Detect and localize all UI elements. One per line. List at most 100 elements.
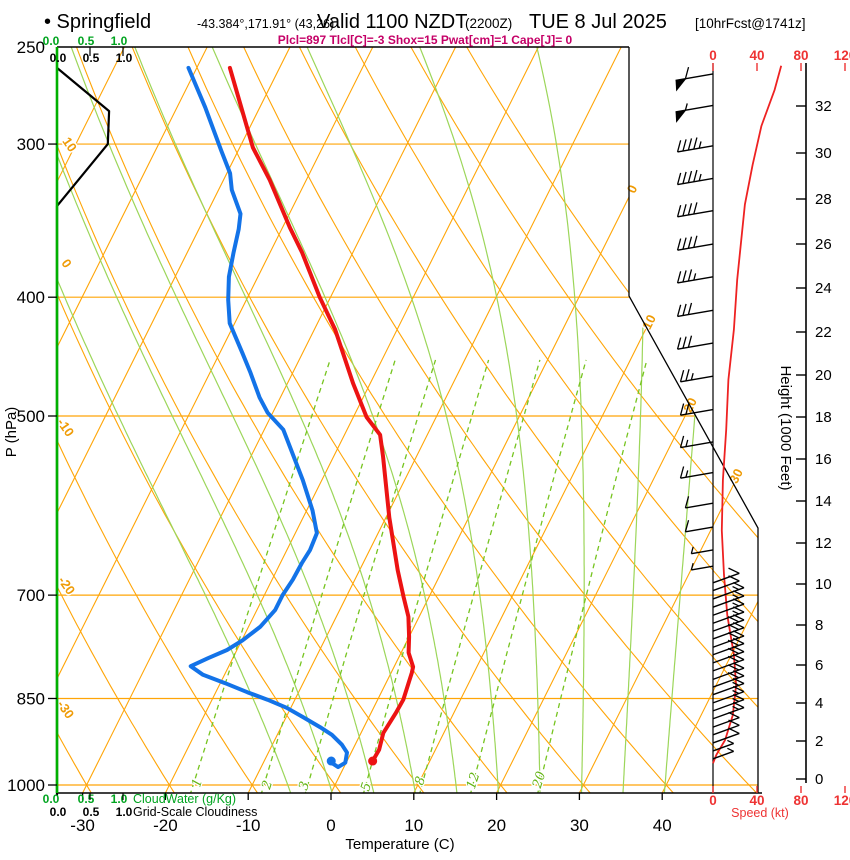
svg-text:40: 40 xyxy=(749,48,764,63)
wind-barb xyxy=(712,739,734,752)
svg-text:0.5: 0.5 xyxy=(83,51,100,65)
svg-text:20: 20 xyxy=(530,770,550,791)
cloud-scales: 0.00.00.50.51.01.00.00.00.50.51.01.0Clou… xyxy=(43,34,258,819)
svg-text:400: 400 xyxy=(17,288,45,307)
wind-barb xyxy=(679,402,714,416)
wind-barb xyxy=(712,677,745,696)
svg-text:6: 6 xyxy=(815,657,823,674)
wind-barb xyxy=(712,598,745,616)
surface-dewpoint-dot xyxy=(326,756,336,766)
svg-text:28: 28 xyxy=(815,191,832,208)
svg-text:26: 26 xyxy=(815,236,832,253)
svg-text:12: 12 xyxy=(464,771,483,791)
svg-text:1.0: 1.0 xyxy=(116,805,133,819)
wind-barb xyxy=(684,496,714,509)
svg-text:0: 0 xyxy=(326,816,335,835)
svg-text:-30: -30 xyxy=(70,816,95,835)
svg-text:0.0: 0.0 xyxy=(50,51,67,65)
svg-text:10: 10 xyxy=(639,312,659,332)
svg-text:2: 2 xyxy=(259,779,276,792)
moist-adiabat-lines xyxy=(57,47,721,793)
svg-text:-10: -10 xyxy=(236,816,261,835)
wind-barb xyxy=(676,169,714,186)
wind-barb xyxy=(712,747,734,760)
svg-text:10: 10 xyxy=(404,816,423,835)
wind-barb xyxy=(676,137,714,153)
wind-barb xyxy=(712,662,745,681)
wind-barb xyxy=(679,369,714,383)
svg-text:850: 850 xyxy=(17,689,45,708)
wind-barb xyxy=(712,637,745,656)
dry-adiabat-lines xyxy=(57,47,758,793)
wind-barb xyxy=(712,670,745,688)
mixing-ratio-lines xyxy=(189,359,648,793)
pressure-axis-label: P (hPa) xyxy=(3,407,20,458)
svg-text:10: 10 xyxy=(815,576,832,593)
station-coords: -43.384°,171.91° (43,26) xyxy=(197,17,335,31)
speed-axis: 0 0 40 40 80 80 120 120 Speed (kt) xyxy=(709,48,850,820)
svg-text:500: 500 xyxy=(17,407,45,426)
svg-text:-20: -20 xyxy=(55,573,78,597)
svg-text:40: 40 xyxy=(653,816,672,835)
svg-text:4: 4 xyxy=(815,695,823,712)
svg-text:0: 0 xyxy=(709,793,717,808)
wind-barb xyxy=(676,269,714,284)
wind-barb xyxy=(684,520,714,533)
wind-barb xyxy=(679,435,714,449)
svg-text:1.0: 1.0 xyxy=(111,34,128,48)
svg-text:22: 22 xyxy=(815,324,832,341)
svg-text:20: 20 xyxy=(815,367,832,384)
sounding-parameters: Plcl=897 Tlcl[C]=-3 Shox=15 Pwat[cm]=1 C… xyxy=(277,33,573,47)
svg-text:10: 10 xyxy=(59,134,80,154)
svg-text:0.5: 0.5 xyxy=(83,805,100,819)
valid-date: TUE 8 Jul 2025 xyxy=(529,11,667,33)
svg-text:250: 250 xyxy=(17,38,45,57)
background-grid xyxy=(57,47,758,793)
svg-text:0: 0 xyxy=(709,48,717,63)
wind-barb xyxy=(675,66,714,92)
svg-text:30: 30 xyxy=(570,816,589,835)
svg-text:1000: 1000 xyxy=(7,776,45,795)
svg-text:700: 700 xyxy=(17,586,45,605)
speed-axis-label: Speed (kt) xyxy=(731,806,789,820)
pressure-axis: 250 300 400 500 700 850 1000 P (hPa) xyxy=(3,38,57,795)
temperature-axis-label: Temperature (C) xyxy=(345,836,454,853)
wind-barbs xyxy=(675,66,745,760)
svg-text:32: 32 xyxy=(815,98,832,115)
svg-text:8: 8 xyxy=(815,617,823,634)
station-title: • Springfield xyxy=(44,11,152,33)
wind-barb xyxy=(712,693,745,712)
wind-barb xyxy=(712,590,745,608)
svg-text:40: 40 xyxy=(749,793,764,808)
svg-text:12: 12 xyxy=(815,535,832,552)
svg-text:1.0: 1.0 xyxy=(116,51,133,65)
svg-text:120: 120 xyxy=(834,48,850,63)
svg-text:120: 120 xyxy=(834,793,850,808)
wind-barb xyxy=(676,335,714,350)
svg-text:80: 80 xyxy=(793,48,808,63)
svg-text:0.5: 0.5 xyxy=(78,792,95,806)
svg-text:-20: -20 xyxy=(153,816,178,835)
temperature-axis: -30 -20 -10 0 10 20 30 40 Temperature (C) xyxy=(70,793,672,853)
wind-barb xyxy=(712,614,745,632)
temperature-curve xyxy=(227,65,416,766)
valid-time: Valid 1100 NZDT xyxy=(317,11,468,33)
wind-barb xyxy=(712,685,745,704)
svg-text:300: 300 xyxy=(17,135,45,154)
wind-barb xyxy=(712,567,740,584)
svg-text:0.0: 0.0 xyxy=(43,792,60,806)
svg-text:0: 0 xyxy=(624,182,641,195)
wind-barb xyxy=(676,202,714,218)
surface-temperature-dot xyxy=(368,756,378,766)
svg-text:0.0: 0.0 xyxy=(43,34,60,48)
svg-text:3: 3 xyxy=(296,780,313,793)
svg-text:80: 80 xyxy=(793,793,808,808)
wind-barb xyxy=(675,103,714,123)
height-axis-label: Height (1000 Feet) xyxy=(777,365,794,490)
wind-barb xyxy=(690,562,714,571)
svg-text:20: 20 xyxy=(487,816,506,835)
svg-text:1: 1 xyxy=(189,777,206,790)
